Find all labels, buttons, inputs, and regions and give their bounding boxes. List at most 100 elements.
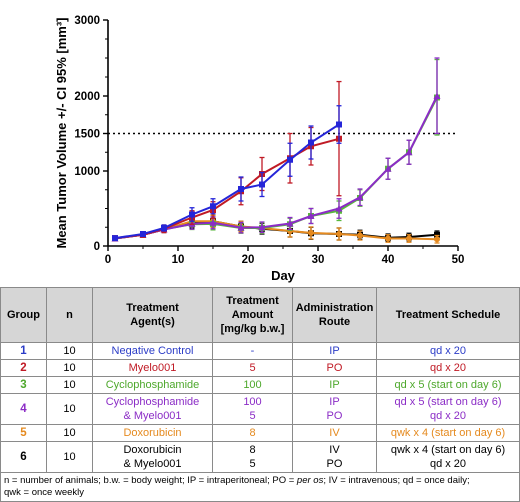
cell-amount: 8	[212, 424, 293, 442]
cell-route: PO	[292, 359, 377, 377]
table-row: 4 10 Cyclophosphamide & Myelo001 100 5 IP PO qd …	[0, 393, 520, 425]
cell-route: IP	[292, 342, 377, 360]
header-amount: Treatment Amount [mg/kg b.w.]	[212, 287, 293, 343]
series-line-4	[114, 95, 438, 240]
cell-schedule: qwk x 4 (start on day 6)	[376, 424, 520, 442]
cell-agent: Myelo001	[92, 359, 213, 377]
cell-amount: 100	[212, 376, 293, 394]
cell-schedule: qwk x 4 (start on day 6) qd x 20	[376, 441, 520, 473]
data-point	[161, 225, 167, 231]
cell-agent: Doxorubicin	[92, 424, 213, 442]
cell-route: IP	[292, 376, 377, 394]
cell-n: 10	[46, 376, 93, 394]
data-point	[259, 181, 265, 188]
data-point	[209, 219, 217, 226]
cell-schedule: qd x 5 (start on day 6)	[376, 376, 520, 394]
series-group-4	[111, 57, 441, 242]
cell-n: 10	[46, 441, 93, 473]
data-point	[406, 235, 412, 242]
x-tick-label: 40	[382, 254, 395, 266]
cell-group: 2	[0, 359, 47, 377]
cell-group: 4	[0, 393, 47, 425]
table-row: 6 10 Doxorubicin & Myelo001 8 5 IV PO qwk x 4 (s…	[0, 441, 520, 473]
cell-route: IP PO	[292, 393, 377, 425]
cell-schedule: qd x 20	[376, 342, 520, 360]
data-point	[258, 223, 266, 231]
data-point	[210, 203, 216, 210]
data-point	[434, 236, 440, 243]
series-group-3	[112, 58, 440, 242]
cell-n: 10	[46, 359, 93, 377]
data-point	[286, 220, 294, 227]
cell-amount: 5	[212, 359, 293, 377]
data-point	[434, 231, 440, 238]
cell-amount: 100 5	[212, 393, 293, 425]
table-header-row: Group n Treatment Agent(s) Treatment Amoun…	[0, 287, 520, 343]
data-point	[385, 235, 391, 242]
data-point	[238, 186, 244, 192]
tumor-volume-chart: 0 1000 1500 2000 3000 0 10 20 30 40 50 Day Mean Tu…	[54, 15, 464, 283]
data-point	[237, 224, 245, 231]
cell-group: 3	[0, 376, 47, 394]
x-tick-label: 10	[172, 254, 185, 266]
cell-agent: Doxorubicin & Myelo001	[92, 441, 213, 473]
cell-route: IV PO	[292, 441, 377, 473]
footnote-row: n = number of animals; b.w. = body weigh…	[0, 472, 520, 502]
x-tick-label: 0	[105, 254, 111, 266]
table-row: 3 10 Cyclophosphamide 100 IP qd x 5 (start on…	[0, 376, 520, 394]
x-axis-title: Day	[271, 268, 296, 283]
data-point	[189, 211, 195, 218]
cell-n: 10	[46, 393, 93, 425]
data-point	[140, 231, 146, 237]
data-point	[335, 205, 343, 212]
cell-agent: Negative Control	[92, 342, 213, 360]
data-point	[433, 92, 441, 99]
header-group: Group	[0, 287, 47, 343]
x-tick-label: 20	[242, 254, 255, 266]
data-point	[357, 232, 363, 239]
cell-group: 1	[0, 342, 47, 360]
y-tick-label: 2000	[74, 91, 100, 103]
data-point	[384, 165, 392, 172]
table-row: 2 10 Myelo001 5 PO qd x 20	[0, 359, 520, 377]
data-point	[356, 193, 364, 201]
cell-schedule: qd x 20	[376, 359, 520, 377]
cell-group: 6	[0, 441, 47, 473]
header-agent: Treatment Agent(s)	[92, 287, 213, 343]
header-schedule: Treatment Schedule	[376, 287, 520, 343]
y-tick-label: 1000	[74, 166, 100, 178]
series-layer	[111, 57, 441, 244]
series-line-1	[114, 123, 340, 240]
axes: 0 1000 1500 2000 3000 0 10 20 30 40 50	[74, 15, 464, 266]
cell-amount: -	[212, 342, 293, 360]
data-point	[308, 139, 314, 146]
x-tick-label: 50	[452, 254, 465, 266]
cell-n: 10	[46, 342, 93, 360]
x-tick-label: 30	[312, 254, 325, 266]
cell-route: IV	[292, 424, 377, 442]
series-group-1	[112, 105, 342, 242]
y-tick-label: 0	[94, 241, 100, 253]
y-tick-label: 1500	[74, 129, 100, 141]
table-row: 1 10 Negative Control - IP qd x 20	[0, 342, 520, 360]
cell-n: 10	[46, 424, 93, 442]
cell-schedule: qd x 5 (start on day 6) qd x 20	[376, 393, 520, 425]
cell-group: 5	[0, 424, 47, 442]
header-n: n	[46, 287, 93, 343]
data-point	[336, 231, 342, 237]
data-point	[112, 235, 118, 242]
cell-agent: Cyclophosphamide & Myelo001	[92, 393, 213, 425]
table-row: 5 10 Doxorubicin 8 IV qwk x 4 (start on day 6…	[0, 424, 520, 442]
chart-svg: 0 1000 1500 2000 3000 0 10 20 30 40 50 Day Mean Tu…	[54, 15, 464, 283]
y-tick-label: 3000	[74, 15, 100, 27]
cell-agent: Cyclophosphamide	[92, 376, 213, 394]
header-route: Administration Route	[292, 287, 377, 343]
data-point	[287, 156, 293, 163]
data-point	[307, 212, 315, 219]
data-point	[336, 121, 342, 128]
treatment-table-container: Group n Treatment Agent(s) Treatment Amoun…	[0, 287, 520, 502]
y-axis-title: Mean Tumor Volume +/- CI 95% [mm³]	[54, 17, 69, 248]
data-point	[405, 148, 413, 156]
data-point	[308, 229, 314, 236]
